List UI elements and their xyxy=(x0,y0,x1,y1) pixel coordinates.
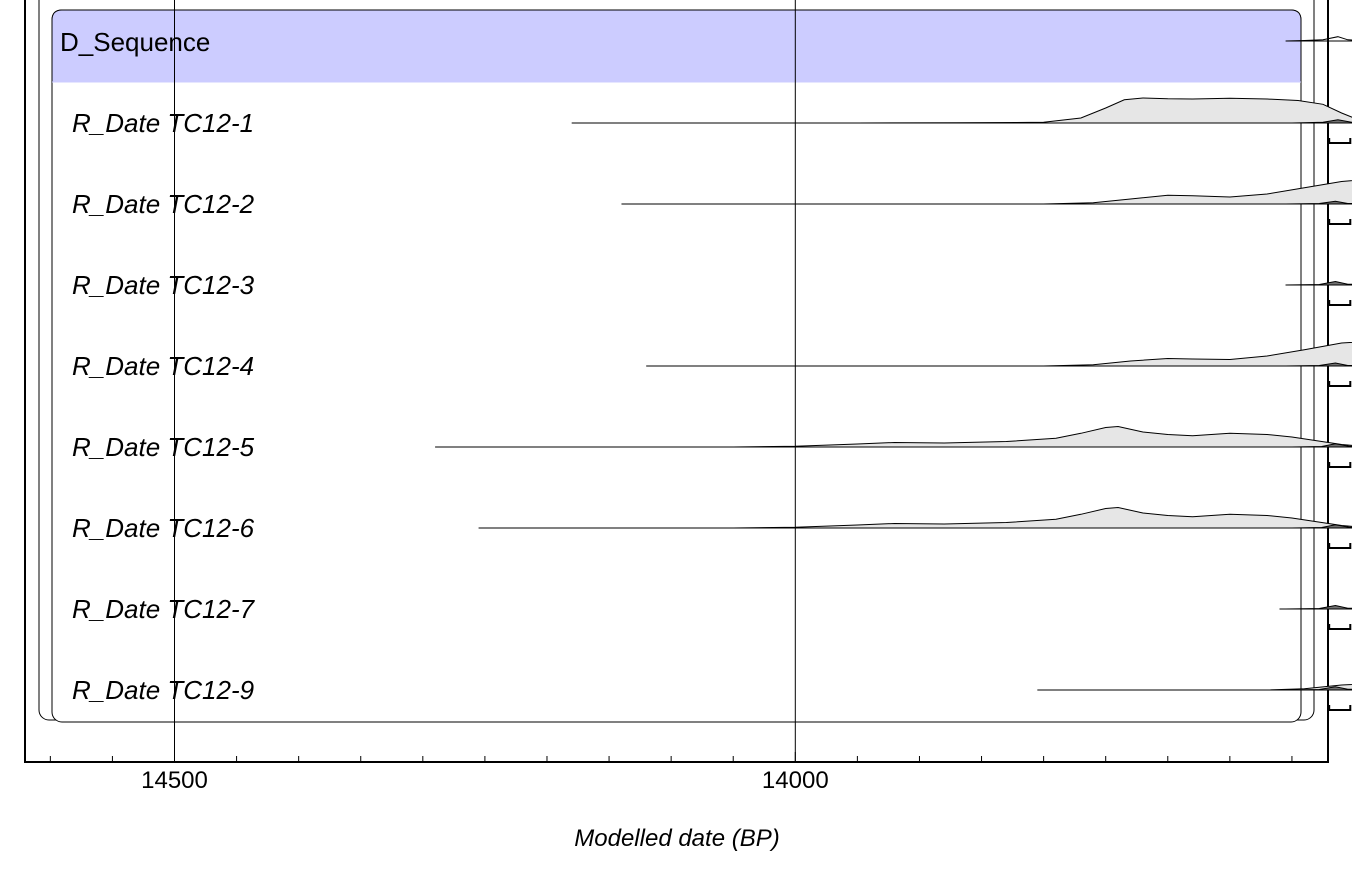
tick-label: 14000 xyxy=(762,767,829,794)
x-axis: 14500140001350013000 xyxy=(49,752,1293,794)
posterior-distribution xyxy=(1285,200,1352,205)
date-row xyxy=(571,97,1352,144)
distributions xyxy=(435,36,1352,711)
hpd-bracket xyxy=(1328,705,1352,711)
date-row xyxy=(435,425,1352,468)
tick-label: 14500 xyxy=(141,767,208,794)
group-label: D_Sequence xyxy=(60,27,210,57)
hpd-bracket xyxy=(1328,462,1352,468)
prior-distribution xyxy=(571,97,1352,124)
group-highlight-band xyxy=(51,9,1302,83)
row-labels: D_Sequence R_Date TC12-1 R_Date TC12-2 R_Da… xyxy=(60,27,256,705)
hpd-bracket xyxy=(1328,300,1352,306)
date-row xyxy=(478,506,1352,549)
posterior-distribution xyxy=(1291,524,1352,529)
row-label: R_Date TC12-9 xyxy=(72,675,254,705)
row-label: R_Date TC12-6 xyxy=(72,513,255,543)
posterior-distribution xyxy=(1291,119,1352,124)
date-row xyxy=(1279,604,1352,630)
prior-distribution xyxy=(435,425,1352,448)
prior-distribution xyxy=(646,341,1352,367)
hpd-bracket xyxy=(1328,381,1352,387)
date-row xyxy=(646,341,1352,387)
hpd-bracket xyxy=(1328,624,1352,630)
row-label: R_Date TC12-1 xyxy=(72,108,254,138)
hpd-bracket xyxy=(1328,138,1352,144)
date-row xyxy=(1285,280,1352,306)
prior-distribution xyxy=(478,506,1352,529)
row-label: R_Date TC12-4 xyxy=(72,351,254,381)
posterior-distribution xyxy=(1285,686,1352,691)
row-label: R_Date TC12-7 xyxy=(72,594,256,624)
outer-frame xyxy=(24,0,1329,763)
x-axis-title: Modelled date (BP) xyxy=(574,825,779,852)
posterior-distribution xyxy=(1291,443,1352,448)
row-label: R_Date TC12-2 xyxy=(72,189,255,219)
hpd-bracket xyxy=(1328,543,1352,549)
date-row xyxy=(621,180,1352,225)
prior-distribution xyxy=(621,180,1352,205)
posterior-distribution xyxy=(1285,362,1352,367)
date-row xyxy=(1037,683,1352,711)
row-label: R_Date TC12-5 xyxy=(72,432,255,462)
posterior-distribution xyxy=(1285,604,1352,610)
group-distribution xyxy=(1285,36,1352,42)
hpd-bracket xyxy=(1328,219,1352,225)
posterior-distribution xyxy=(1285,280,1352,286)
row-label: R_Date TC12-3 xyxy=(72,270,255,300)
gridlines xyxy=(174,0,796,762)
